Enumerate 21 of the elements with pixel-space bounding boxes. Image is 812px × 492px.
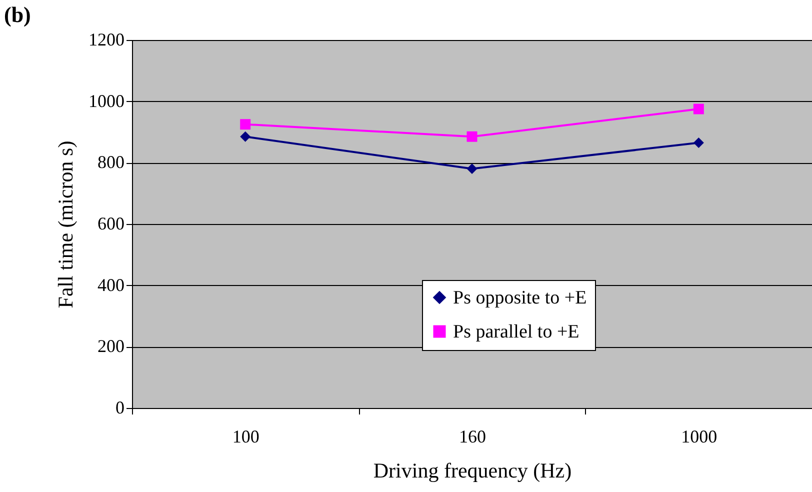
x-tick-label: 100: [232, 426, 260, 446]
point: [240, 131, 251, 142]
y-tick-label: 600: [98, 214, 124, 234]
y-tick-label: 1200: [88, 30, 124, 50]
point: [693, 137, 704, 148]
y-tick-label: 400: [98, 274, 124, 295]
point: [693, 104, 704, 114]
point: [240, 119, 251, 130]
chart-title: (b): [4, 2, 31, 27]
x-tick-label: 160: [459, 426, 486, 446]
legend-label: Ps parallel to +E: [453, 322, 580, 342]
y-axis-title: Fall time (micron s): [54, 140, 78, 308]
y-tick-label: 1000: [88, 90, 124, 111]
legend-label: Ps opposite to +E: [453, 288, 587, 308]
y-tick-label: 800: [98, 152, 124, 172]
point: [466, 164, 478, 174]
y-tick-label: 200: [98, 336, 124, 356]
point: [466, 131, 478, 142]
x-tick-label: 1000: [681, 426, 718, 446]
y-tick-label: 0: [116, 398, 124, 418]
x-axis-title: Driving frequency (Hz): [373, 458, 572, 482]
